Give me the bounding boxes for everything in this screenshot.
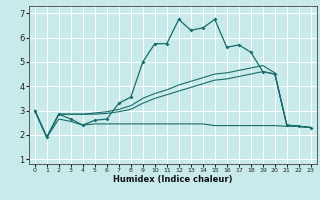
X-axis label: Humidex (Indice chaleur): Humidex (Indice chaleur) xyxy=(113,175,233,184)
